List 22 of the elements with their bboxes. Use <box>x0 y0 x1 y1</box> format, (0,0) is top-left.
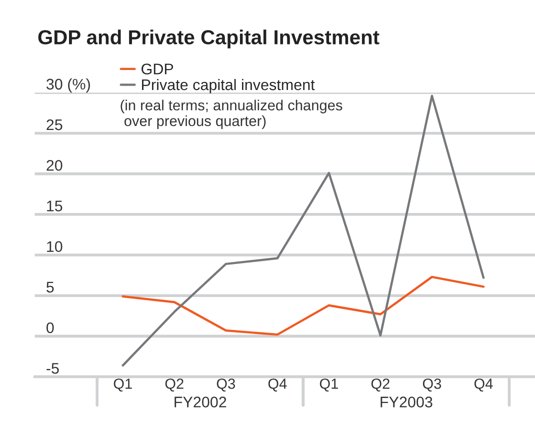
x-tick-label: Q2 <box>371 378 390 392</box>
x-tick-label: Q1 <box>320 378 338 392</box>
text: FY2002 <box>174 396 226 408</box>
x-tick-label: Q1 <box>114 378 132 392</box>
legend-label: Private capital investment <box>142 78 315 94</box>
y-tick-label: 25 <box>46 119 62 130</box>
y-tick-label: 5 <box>46 282 54 293</box>
x-tick-label: Q3 <box>216 378 235 392</box>
x-tick-label: Q4 <box>268 378 287 392</box>
y-tick-label: 30 (%) <box>46 78 90 93</box>
x-tick-label: Q2 <box>165 378 184 392</box>
y-tick-label: 15 <box>47 200 62 212</box>
text: FY2003 <box>380 396 432 408</box>
x-tick-label: Q3 <box>422 378 442 392</box>
legend-label: GDP <box>142 64 174 74</box>
annotation: (in real terms; annualized changes over previous quarter) <box>120 100 342 130</box>
y-tick-label: 10 <box>47 241 62 252</box>
y-tick-label: 20 <box>46 160 62 171</box>
chart-title: GDP and Private Capital Investment <box>38 30 380 48</box>
x-tick-label: Q4 <box>474 378 493 392</box>
y-tick-label: 0 <box>46 322 54 334</box>
y-tick-label: -5 <box>46 363 59 374</box>
